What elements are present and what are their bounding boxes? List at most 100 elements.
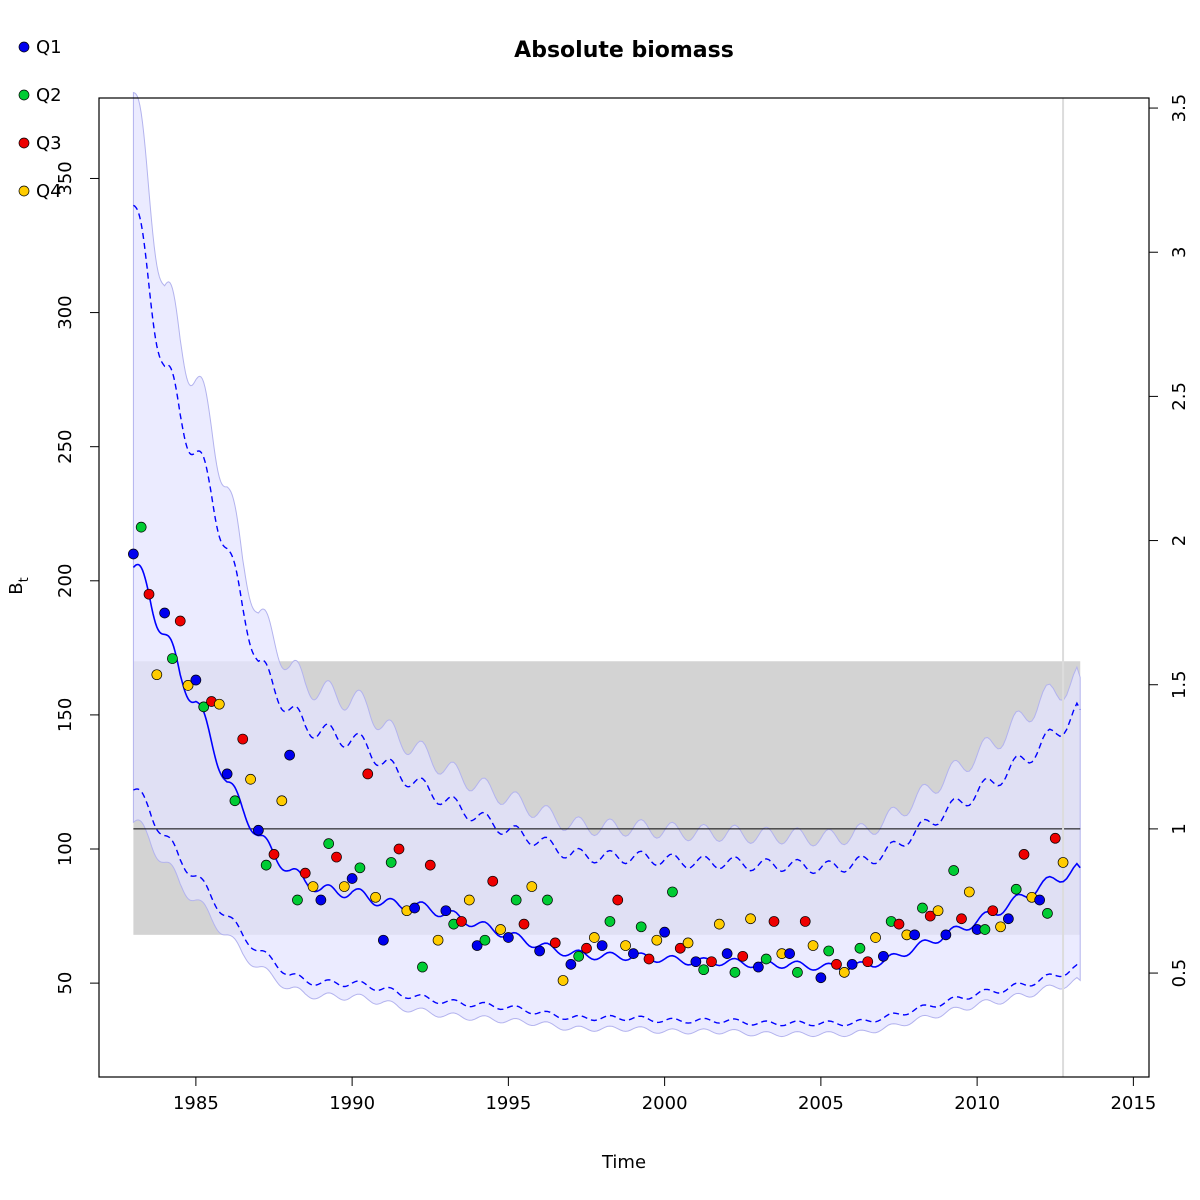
- data-point: [987, 905, 999, 917]
- data-point: [463, 894, 475, 906]
- data-point: [518, 918, 530, 930]
- x-tick-label: 2015: [1110, 1093, 1156, 1114]
- data-point: [378, 934, 389, 946]
- y-tick-label: 50: [55, 972, 76, 995]
- data-point: [823, 945, 835, 957]
- y-axis-label: Bt: [6, 577, 32, 594]
- x-tick-label: 1995: [485, 1093, 531, 1114]
- data-point: [831, 958, 842, 970]
- legend-label: Q3: [36, 133, 62, 154]
- data-point: [557, 975, 569, 986]
- data-point: [979, 924, 991, 935]
- data-point: [846, 958, 858, 970]
- data-point: [620, 940, 631, 951]
- confidence-region: [132, 91, 1081, 1038]
- plot-frame: [98, 97, 1150, 1078]
- data-point: [167, 653, 178, 664]
- data-point: [870, 932, 881, 943]
- data-point: [588, 932, 600, 943]
- data-point: [268, 849, 280, 860]
- data-point: [1057, 857, 1069, 868]
- data-point: [768, 916, 780, 927]
- axes-layer: 1985 1990 1995 2000 2005 2010 2015 50 100 150 200 2…: [55, 94, 1190, 1114]
- legend-marker: [18, 89, 30, 101]
- data-point: [1049, 832, 1061, 844]
- legend-label: Q2: [36, 85, 62, 106]
- legend: Q1 Q2 Q3 Q4: [18, 37, 62, 202]
- data-point: [292, 894, 303, 906]
- data-point: [753, 961, 764, 973]
- data-point: [534, 945, 545, 957]
- x-tick-label: 1985: [173, 1093, 219, 1114]
- data-point: [792, 967, 803, 978]
- data-point: [604, 916, 616, 927]
- legend-marker: [18, 185, 30, 197]
- data-point: [1042, 908, 1053, 919]
- data-point: [838, 967, 850, 978]
- data-point: [237, 733, 249, 745]
- y-axis-label-sub: t: [17, 577, 32, 582]
- data-point: [1003, 913, 1014, 925]
- y2-tick-label: 2.5: [1169, 382, 1190, 411]
- data-point: [698, 964, 710, 976]
- data-point: [346, 873, 358, 884]
- data-point: [213, 698, 225, 710]
- data-point: [143, 588, 155, 600]
- data-point: [542, 894, 553, 906]
- data-point: [315, 894, 327, 906]
- legend-marker: [18, 41, 30, 53]
- series-line-lower-ci: [133, 788, 1081, 1027]
- series-line-upper-ci: [133, 204, 1081, 875]
- data-point: [815, 972, 827, 984]
- data-point: [510, 894, 522, 906]
- data-point: [643, 953, 655, 965]
- data-point: [807, 940, 819, 951]
- data-point: [284, 749, 295, 761]
- x-tick-label: 2010: [954, 1093, 1000, 1114]
- y-tick-label: 200: [55, 564, 76, 598]
- data-point: [581, 942, 592, 954]
- data-point: [409, 902, 420, 914]
- data-point: [245, 773, 256, 785]
- x-tick-label: 2000: [642, 1093, 688, 1114]
- data-point: [338, 881, 350, 892]
- points-layer: [128, 521, 1069, 986]
- data-point: [424, 859, 436, 871]
- data-point: [190, 674, 202, 686]
- data-point: [182, 680, 194, 691]
- data-point: [307, 881, 319, 892]
- chart-title: Absolute biomass: [514, 38, 734, 63]
- data-point: [159, 607, 170, 619]
- data-point: [854, 942, 866, 954]
- data-point: [526, 881, 538, 892]
- legend-marker: [18, 137, 30, 149]
- y-tick-label: 100: [55, 832, 76, 866]
- data-point: [963, 886, 975, 898]
- y2-tick-label: 1: [1169, 823, 1190, 834]
- y2-tick-label: 3: [1169, 246, 1190, 257]
- data-point: [932, 905, 944, 917]
- data-point: [260, 859, 272, 871]
- data-point: [393, 843, 405, 855]
- data-point: [635, 921, 647, 933]
- data-point: [362, 768, 374, 780]
- x-axis-label: Time: [601, 1152, 646, 1173]
- confidence-layer: [132, 91, 1081, 1038]
- data-point: [354, 862, 366, 874]
- data-point: [940, 929, 952, 941]
- data-point: [385, 857, 397, 868]
- data-point: [659, 926, 670, 938]
- data-point: [909, 929, 920, 941]
- data-point: [221, 768, 233, 780]
- x-tick-label: 2005: [798, 1093, 844, 1114]
- data-point: [721, 948, 733, 959]
- y-tick-label: 150: [55, 698, 76, 732]
- y-tick-label: 350: [55, 161, 76, 195]
- data-point: [745, 913, 756, 925]
- data-point: [682, 937, 694, 949]
- data-point: [135, 521, 147, 533]
- data-point: [128, 548, 139, 560]
- data-point: [495, 924, 506, 935]
- y-tick-label: 300: [55, 295, 76, 329]
